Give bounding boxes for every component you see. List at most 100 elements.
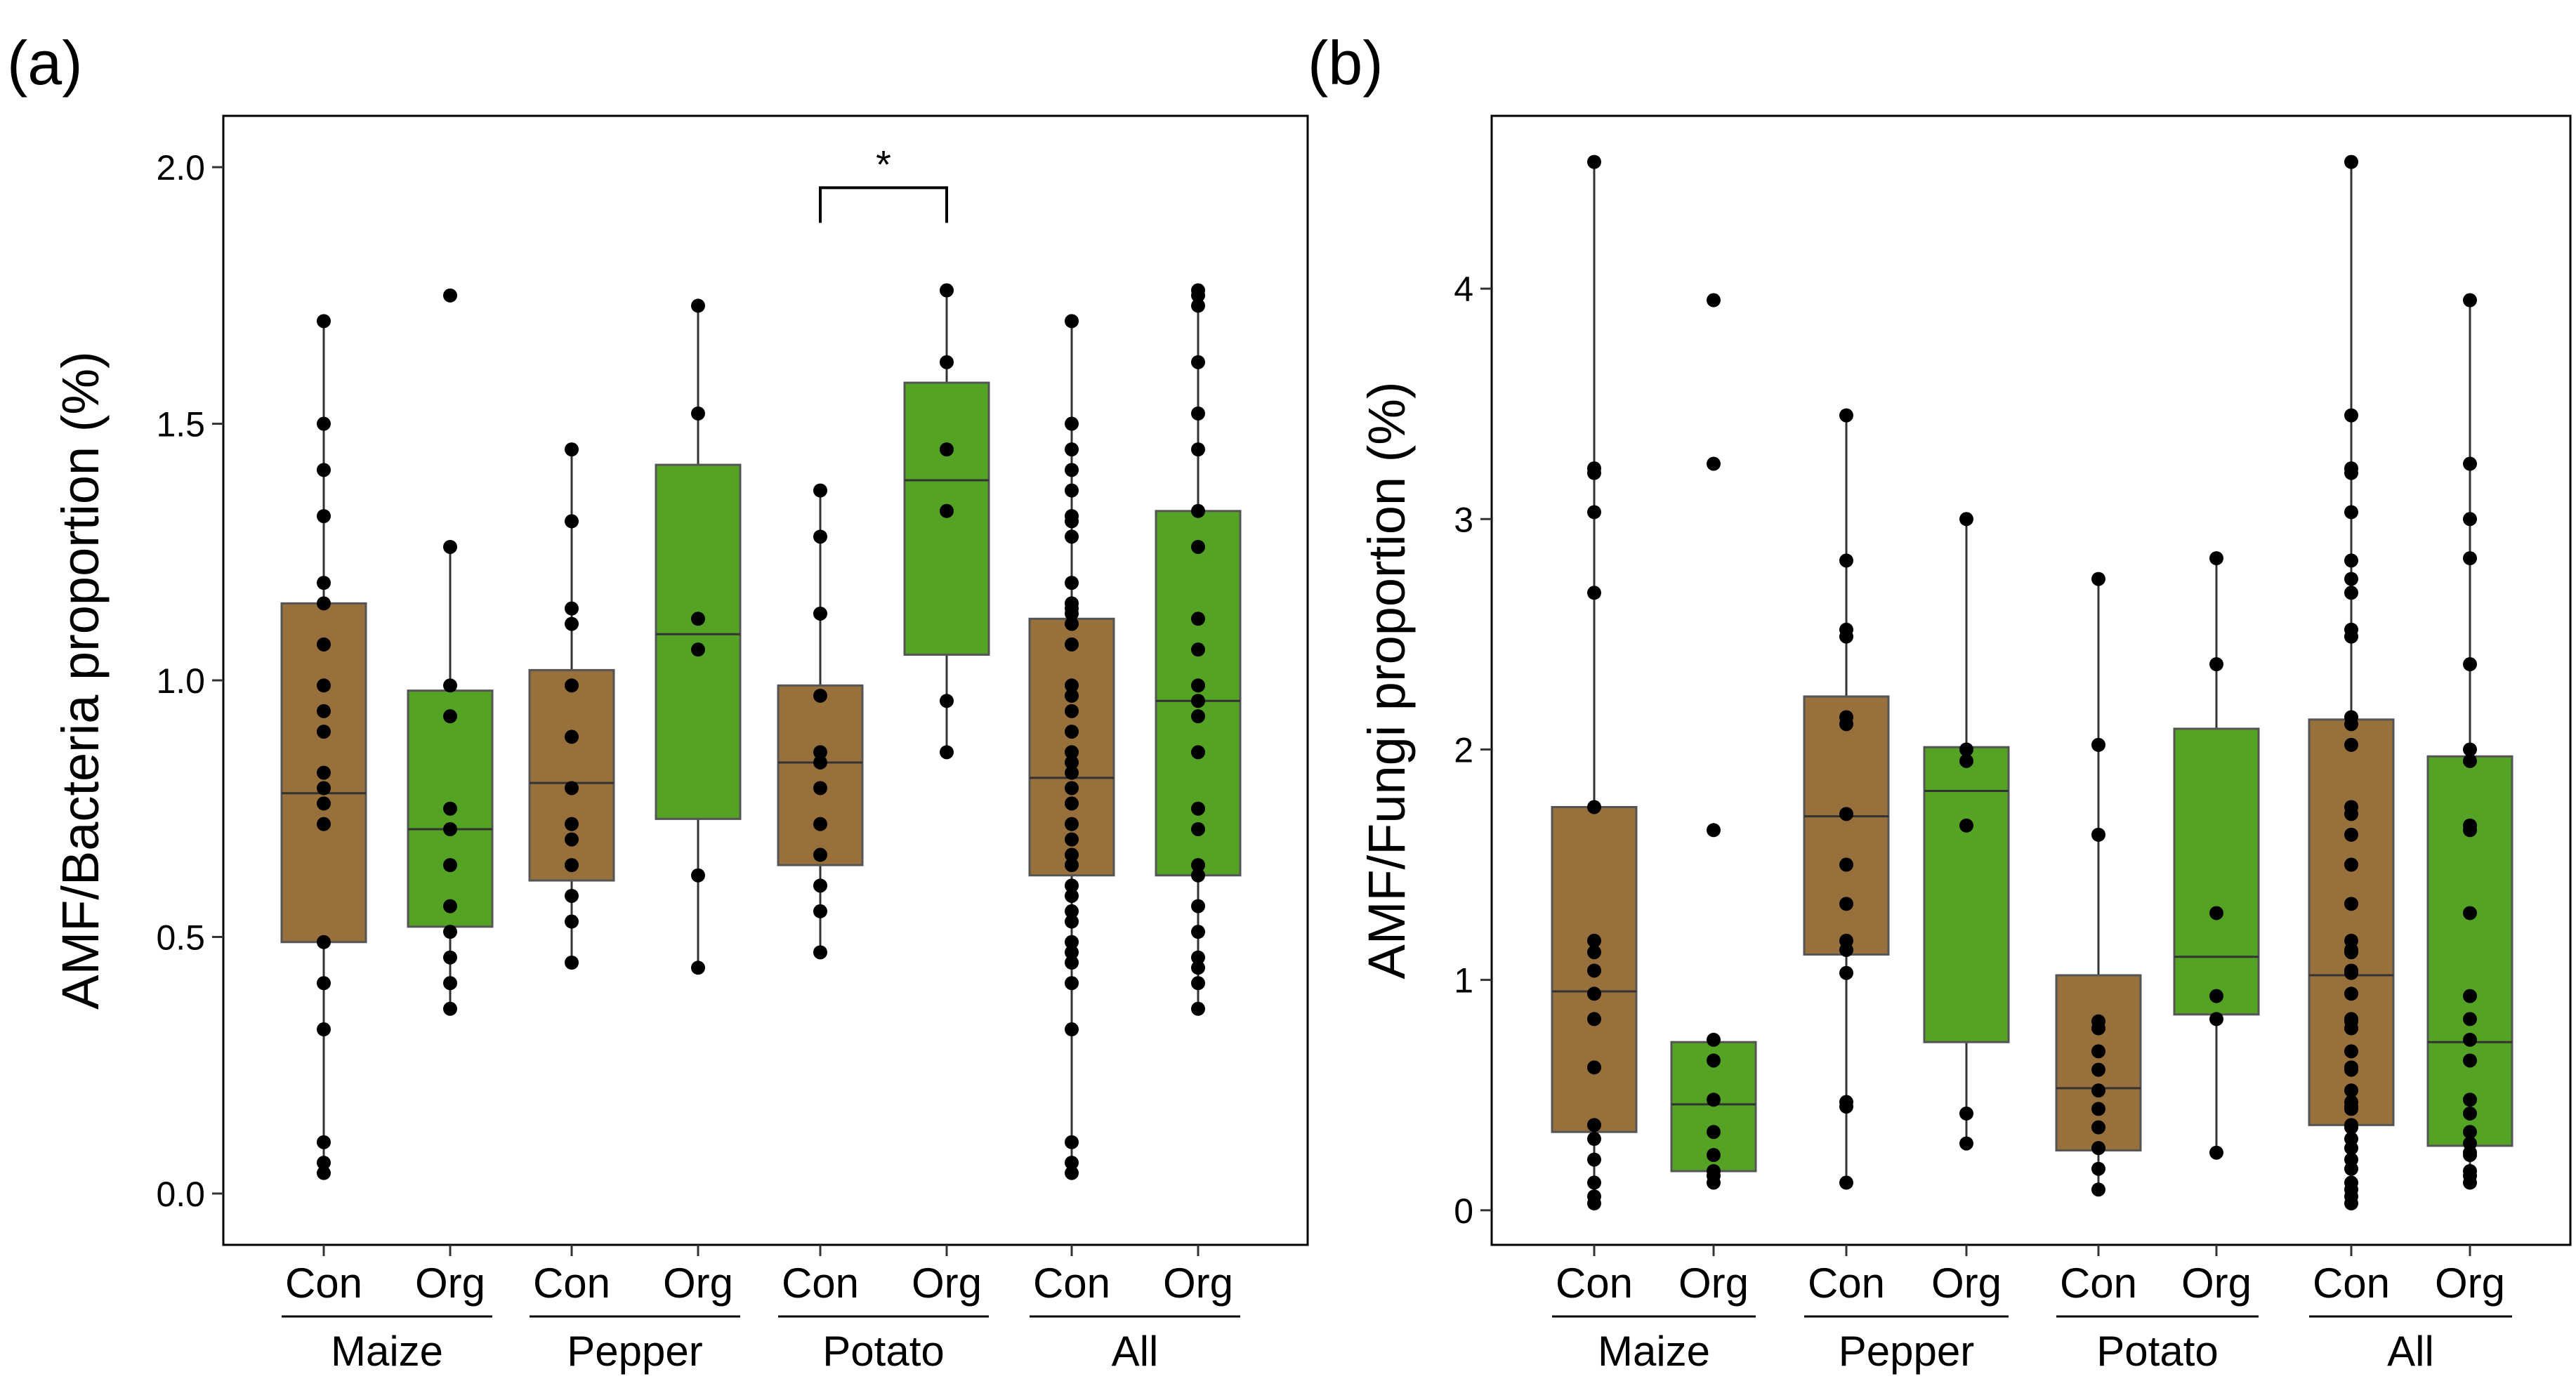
data-point [1587,1196,1601,1210]
data-point [1191,950,1205,965]
data-point [691,612,705,626]
data-point [2463,1106,2477,1121]
data-point [1065,945,1079,960]
data-point [443,925,457,939]
data-point [2463,657,2477,672]
data-point [565,956,579,970]
data-point [565,601,579,616]
data-point [691,298,705,313]
x-tick-label: Org [1931,1260,2002,1307]
data-point [317,1156,331,1170]
data-point [317,678,331,693]
data-point [565,914,579,929]
data-point [1191,355,1205,369]
data-point [813,755,827,770]
data-point [2344,1062,2358,1077]
x-tick-label: Org [1678,1260,1749,1307]
data-point [1707,1125,1721,1140]
box-all-org [1155,510,1242,877]
data-point [1587,1118,1601,1133]
data-point [1191,821,1205,836]
data-point [443,539,457,554]
data-point [2463,1092,2477,1107]
data-point [1587,945,1601,960]
data-point [565,858,579,873]
data-point [1959,1106,1973,1121]
y-tick-label: 0 [1454,1191,1473,1231]
data-point [443,899,457,913]
y-tick-label: 2 [1454,730,1473,770]
data-point [1839,553,1853,568]
data-point [443,976,457,991]
data-point [1959,1136,1973,1151]
data-point [2091,1102,2105,1116]
x-tick-label: Con [1556,1260,1633,1307]
panel-a-y-axis-title: AMF/Bacteria proportion (%) [51,351,110,1010]
x-tick-label: Org [663,1260,733,1307]
data-point [813,745,827,760]
data-point [1839,717,1853,732]
data-point [2463,823,2477,838]
y-tick-label: 4 [1454,270,1473,309]
x-tick-label: Con [1033,1260,1110,1307]
data-point [2344,827,2358,842]
panel-a: (a) AMF/Bacteria proportion (%) 0.0 0.5 1.… [7,28,1309,1375]
data-point [1587,933,1601,948]
data-point [2344,408,2358,423]
data-point [1707,1148,1721,1163]
data-point [317,596,331,611]
data-point [2209,906,2223,920]
group-label-potato: Potato [822,1328,944,1375]
data-point [2463,989,2477,1003]
data-point [443,678,457,693]
data-point [1191,442,1205,457]
data-point [2209,551,2223,566]
panel-b-plot-frame [1490,114,2572,1246]
data-point [443,801,457,816]
data-point [940,355,954,369]
data-point [1065,914,1079,929]
data-point [1707,1032,1721,1047]
data-point [1587,1132,1601,1147]
y-tick-label: 1.5 [156,405,205,444]
data-point [1065,858,1079,873]
data-point [2091,1083,2105,1098]
data-point [1191,1001,1205,1016]
data-point [1191,976,1205,991]
data-point [317,637,331,652]
data-point [1065,888,1079,903]
data-point [691,960,705,975]
data-point [1959,818,1973,833]
box-pepper-org [1923,746,2010,1043]
data-point [2209,1145,2223,1160]
data-point [1065,688,1079,703]
data-point [2344,1120,2358,1135]
data-point [2344,1102,2358,1116]
data-point [1587,986,1601,1001]
data-point [443,821,457,836]
data-point [2344,737,2358,752]
data-point [2344,572,2358,586]
data-point [1191,612,1205,626]
data-point [1191,406,1205,421]
data-point [443,858,457,873]
data-point [1065,1135,1079,1149]
group-label-all: All [1112,1328,1159,1375]
data-point [2463,906,2477,920]
data-point [2091,1120,2105,1135]
data-point [317,314,331,329]
data-point [1191,709,1205,724]
data-point [940,745,954,760]
data-point [813,529,827,544]
data-point [1065,576,1079,590]
data-point [1839,1175,1853,1190]
data-point [1065,765,1079,780]
data-point [1065,463,1079,477]
data-point [565,678,579,693]
data-point [813,688,827,703]
data-point [1065,755,1079,770]
x-tick-label: Con [2060,1260,2137,1307]
data-point [2344,945,2358,960]
data-point [317,463,331,477]
data-point [1707,1092,1721,1107]
